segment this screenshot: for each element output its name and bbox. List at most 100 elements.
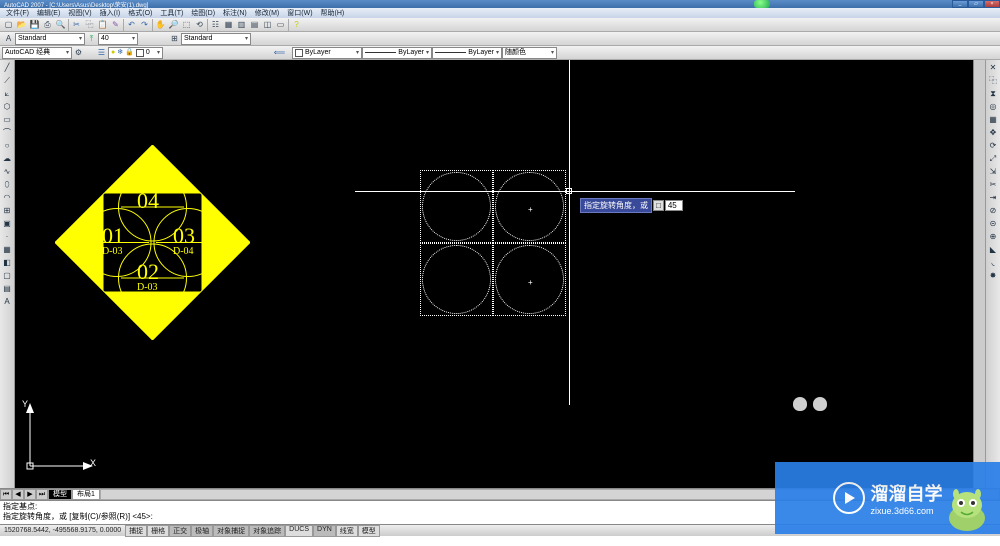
redo-icon[interactable]: ↷ bbox=[138, 19, 151, 31]
preview-icon[interactable]: 🔍 bbox=[54, 19, 67, 31]
zoom-rt-icon[interactable]: 🔎 bbox=[167, 19, 180, 31]
join-icon[interactable]: ⊕ bbox=[987, 231, 999, 243]
tab-next-icon[interactable]: ▶ bbox=[24, 489, 36, 500]
circle-icon[interactable]: ○ bbox=[1, 140, 13, 152]
dc-icon[interactable]: ▦ bbox=[222, 19, 235, 31]
menu-view[interactable]: 视图(V) bbox=[66, 8, 93, 18]
table-style-combo[interactable]: Standard ▾ bbox=[181, 33, 251, 45]
break-icon[interactable]: ⊝ bbox=[987, 218, 999, 230]
text-style-combo[interactable]: Standard ▾ bbox=[15, 33, 85, 45]
layer-prev-icon[interactable]: ⟸ bbox=[273, 47, 286, 59]
toggle-grid[interactable]: 栅格 bbox=[147, 525, 169, 537]
table-icon[interactable]: ▤ bbox=[1, 283, 13, 295]
dim-style-icon[interactable]: ⤒ bbox=[85, 33, 98, 45]
ws-settings-icon[interactable]: ⚙ bbox=[72, 47, 85, 59]
color-combo[interactable]: ByLayer ▾ bbox=[292, 47, 362, 59]
print-icon[interactable]: ⎙ bbox=[41, 19, 54, 31]
offset-icon[interactable]: ◎ bbox=[987, 101, 999, 113]
rotate-icon[interactable]: ⟳ bbox=[987, 140, 999, 152]
point-icon[interactable]: · bbox=[1, 231, 13, 243]
line-icon[interactable]: ╱ bbox=[1, 62, 13, 74]
extend-icon[interactable]: ⇥ bbox=[987, 192, 999, 204]
save-icon[interactable]: 💾 bbox=[28, 19, 41, 31]
layer-prop-icon[interactable]: ☰ bbox=[95, 47, 108, 59]
arc-icon[interactable]: ⌒ bbox=[1, 127, 13, 139]
tab-first-icon[interactable]: ⏮ bbox=[0, 489, 12, 500]
restore-button[interactable]: ▱ bbox=[968, 0, 984, 8]
zoom-prev-icon[interactable]: ⟲ bbox=[193, 19, 206, 31]
xline-icon[interactable]: ⟋ bbox=[1, 75, 13, 87]
toggle-lwt[interactable]: 线宽 bbox=[336, 525, 358, 537]
menu-file[interactable]: 文件(F) bbox=[4, 8, 31, 18]
menu-insert[interactable]: 插入(I) bbox=[98, 8, 123, 18]
plotstyle-combo[interactable]: 随颜色 ▾ bbox=[502, 47, 557, 59]
explode-icon[interactable]: ✸ bbox=[987, 270, 999, 282]
sheet-icon[interactable]: ▤ bbox=[248, 19, 261, 31]
tab-prev-icon[interactable]: ◀ bbox=[12, 489, 24, 500]
hatch-icon[interactable]: ▦ bbox=[1, 244, 13, 256]
open-icon[interactable]: 📂 bbox=[15, 19, 28, 31]
properties-icon[interactable]: ☷ bbox=[209, 19, 222, 31]
copy-icon[interactable]: ⿻ bbox=[83, 19, 96, 31]
cut-icon[interactable]: ✂ bbox=[70, 19, 83, 31]
menu-dim[interactable]: 标注(N) bbox=[221, 8, 249, 18]
lineweight-combo[interactable]: ByLayer ▾ bbox=[432, 47, 502, 59]
spline-icon[interactable]: ∿ bbox=[1, 166, 13, 178]
pan-icon[interactable]: ✋ bbox=[154, 19, 167, 31]
calc-icon[interactable]: ▭ bbox=[274, 19, 287, 31]
undo-icon[interactable]: ↶ bbox=[125, 19, 138, 31]
fillet-icon[interactable]: ◟ bbox=[987, 257, 999, 269]
toggle-dyn[interactable]: DYN bbox=[313, 525, 336, 537]
mtext-icon[interactable]: A bbox=[1, 296, 13, 308]
gradient-icon[interactable]: ◧ bbox=[1, 257, 13, 269]
text-style-icon[interactable]: A bbox=[2, 33, 15, 45]
make-block-icon[interactable]: ▣ bbox=[1, 218, 13, 230]
zoom-win-icon[interactable]: ⬚ bbox=[180, 19, 193, 31]
minimize-button[interactable]: _ bbox=[952, 0, 968, 8]
pline-icon[interactable]: ⟀ bbox=[1, 88, 13, 100]
linetype-combo[interactable]: ByLayer ▾ bbox=[362, 47, 432, 59]
toggle-snap[interactable]: 捕捉 bbox=[125, 525, 147, 537]
toggle-otrack[interactable]: 对象追踪 bbox=[249, 525, 285, 537]
match-icon[interactable]: ✎ bbox=[109, 19, 122, 31]
drawing-canvas[interactable]: 04 D-04 01 D-03 03 D-04 02 D-03 + + bbox=[15, 60, 973, 488]
close-button[interactable]: × bbox=[984, 0, 1000, 8]
toggle-model[interactable]: 模型 bbox=[358, 525, 380, 537]
table-style-icon[interactable]: ⊞ bbox=[168, 33, 181, 45]
menu-draw[interactable]: 绘图(D) bbox=[189, 8, 217, 18]
workspace-combo[interactable]: AutoCAD 经典 ▾ bbox=[2, 47, 72, 59]
trim-icon[interactable]: ✂ bbox=[987, 179, 999, 191]
vertical-scrollbar[interactable] bbox=[973, 60, 985, 488]
menu-tools[interactable]: 工具(T) bbox=[158, 8, 185, 18]
menu-modify[interactable]: 修改(M) bbox=[253, 8, 282, 18]
menu-window[interactable]: 窗口(W) bbox=[285, 8, 314, 18]
toggle-ortho[interactable]: 正交 bbox=[169, 525, 191, 537]
paste-icon[interactable]: 📋 bbox=[96, 19, 109, 31]
revcloud-icon[interactable]: ☁ bbox=[1, 153, 13, 165]
toggle-osnap[interactable]: 对象捕捉 bbox=[213, 525, 249, 537]
markup-icon[interactable]: ◫ bbox=[261, 19, 274, 31]
insert-block-icon[interactable]: ⊞ bbox=[1, 205, 13, 217]
rect-icon[interactable]: ▭ bbox=[1, 114, 13, 126]
ellipse-arc-icon[interactable]: ◠ bbox=[1, 192, 13, 204]
dyn-value-input[interactable]: 45 bbox=[665, 200, 683, 211]
toggle-ducs[interactable]: DUCS bbox=[285, 525, 313, 537]
stretch-icon[interactable]: ⇲ bbox=[987, 166, 999, 178]
menu-help[interactable]: 帮助(H) bbox=[319, 8, 347, 18]
tool-pal-icon[interactable]: ▥ bbox=[235, 19, 248, 31]
scale-icon[interactable]: ⤢ bbox=[987, 153, 999, 165]
ellipse-icon[interactable]: ⬯ bbox=[1, 179, 13, 191]
region-icon[interactable]: ▢ bbox=[1, 270, 13, 282]
mirror-icon[interactable]: ⧗ bbox=[987, 88, 999, 100]
tab-last-icon[interactable]: ⏭ bbox=[36, 489, 48, 500]
size-combo[interactable]: 40 ▾ bbox=[98, 33, 138, 45]
menu-edit[interactable]: 编辑(E) bbox=[35, 8, 62, 18]
chamfer-icon[interactable]: ◣ bbox=[987, 244, 999, 256]
tab-model[interactable]: 模型 bbox=[48, 489, 72, 500]
menu-format[interactable]: 格式(O) bbox=[126, 8, 154, 18]
polygon-icon[interactable]: ⬡ bbox=[1, 101, 13, 113]
tab-layout1[interactable]: 布局1 bbox=[72, 489, 100, 500]
array-icon[interactable]: ▦ bbox=[987, 114, 999, 126]
break-pt-icon[interactable]: ⊘ bbox=[987, 205, 999, 217]
move-icon[interactable]: ✥ bbox=[987, 127, 999, 139]
